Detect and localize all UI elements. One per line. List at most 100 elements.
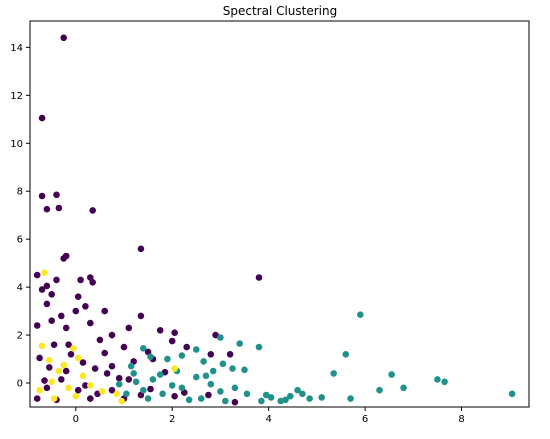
data-point-cluster-1 xyxy=(115,380,123,388)
data-point-cluster-0 xyxy=(67,351,75,358)
data-point-cluster-2 xyxy=(72,392,80,400)
data-point-cluster-0 xyxy=(38,114,46,122)
data-point-cluster-0 xyxy=(55,204,63,212)
data-point-cluster-0 xyxy=(89,207,96,214)
data-point-cluster-0 xyxy=(48,291,55,298)
data-point-cluster-2 xyxy=(60,361,67,369)
data-point-cluster-1 xyxy=(258,397,265,405)
data-point-cluster-2 xyxy=(38,342,46,350)
data-point-cluster-1 xyxy=(209,367,217,375)
data-point-cluster-2 xyxy=(74,354,82,362)
data-point-cluster-1 xyxy=(140,386,147,394)
data-point-cluster-0 xyxy=(108,386,116,394)
data-point-cluster-0 xyxy=(33,322,41,329)
data-point-cluster-0 xyxy=(231,398,239,406)
data-point-cluster-1 xyxy=(130,370,137,377)
data-point-cluster-1 xyxy=(127,362,135,370)
data-point-cluster-1 xyxy=(255,343,263,351)
data-point-cluster-1 xyxy=(123,390,130,398)
data-point-cluster-0 xyxy=(207,351,215,358)
data-point-cluster-0 xyxy=(60,255,67,262)
data-point-cluster-0 xyxy=(48,317,55,325)
data-point-cluster-1 xyxy=(400,384,407,392)
y-axis: 0 2 4 6 8 10 12 14 xyxy=(10,43,30,390)
data-point-cluster-1 xyxy=(217,334,224,341)
data-point-cluster-0 xyxy=(101,307,108,315)
data-point-cluster-0 xyxy=(115,374,123,382)
data-point-cluster-0 xyxy=(82,303,89,310)
data-point-cluster-1 xyxy=(144,395,152,402)
data-point-cluster-2 xyxy=(65,384,72,392)
data-point-cluster-0 xyxy=(72,307,80,315)
y-tick-label: 8 xyxy=(17,187,23,198)
data-point-cluster-1 xyxy=(508,390,516,398)
data-point-cluster-1 xyxy=(330,370,338,377)
points-layer xyxy=(33,34,516,406)
y-tick-label: 14 xyxy=(10,43,23,54)
data-point-cluster-0 xyxy=(74,293,82,301)
data-point-cluster-0 xyxy=(226,351,234,358)
data-point-cluster-0 xyxy=(77,276,84,284)
data-point-cluster-1 xyxy=(202,372,210,380)
data-point-cluster-2 xyxy=(48,378,55,386)
data-point-cluster-1 xyxy=(434,376,441,383)
data-point-cluster-1 xyxy=(207,380,215,388)
y-tick-label: 0 xyxy=(17,379,23,390)
data-point-cluster-0 xyxy=(96,336,104,344)
y-tick-label: 12 xyxy=(10,91,23,102)
data-point-cluster-0 xyxy=(87,395,94,402)
data-point-cluster-0 xyxy=(50,341,58,349)
data-point-cluster-0 xyxy=(36,354,43,362)
data-point-cluster-0 xyxy=(53,191,60,199)
data-point-cluster-1 xyxy=(178,352,186,359)
data-point-cluster-1 xyxy=(156,371,164,378)
data-point-cluster-1 xyxy=(193,346,200,353)
data-point-cluster-0 xyxy=(33,271,41,279)
data-point-cluster-1 xyxy=(178,384,186,392)
data-point-cluster-1 xyxy=(168,382,176,389)
data-point-cluster-2 xyxy=(171,365,178,372)
data-point-cluster-0 xyxy=(53,276,60,284)
x-axis: 0 2 4 6 8 xyxy=(73,407,465,425)
data-point-cluster-0 xyxy=(171,392,178,400)
data-point-cluster-2 xyxy=(46,356,53,364)
y-tick-label: 10 xyxy=(10,139,23,150)
x-tick-label: 0 xyxy=(73,414,79,425)
data-point-cluster-0 xyxy=(171,329,178,337)
data-point-cluster-1 xyxy=(222,397,229,405)
data-point-cluster-2 xyxy=(36,386,43,394)
data-point-cluster-0 xyxy=(120,343,128,351)
chart-title: Spectral Clustering xyxy=(223,4,338,18)
data-point-cluster-1 xyxy=(241,366,248,374)
data-point-cluster-2 xyxy=(70,345,77,352)
data-point-cluster-1 xyxy=(164,355,171,363)
data-point-cluster-0 xyxy=(79,359,87,366)
data-point-cluster-1 xyxy=(185,396,193,404)
data-point-cluster-0 xyxy=(137,312,145,320)
data-point-cluster-0 xyxy=(41,377,48,384)
data-point-cluster-1 xyxy=(219,360,227,368)
data-point-cluster-1 xyxy=(357,311,364,319)
data-point-cluster-0 xyxy=(255,274,263,281)
data-point-cluster-2 xyxy=(99,388,106,395)
y-tick-label: 4 xyxy=(17,283,23,294)
data-point-cluster-0 xyxy=(103,370,111,377)
data-point-cluster-0 xyxy=(38,192,46,200)
y-tick-label: 6 xyxy=(17,235,23,246)
data-point-cluster-1 xyxy=(159,390,166,398)
data-point-cluster-1 xyxy=(441,378,448,386)
x-tick-label: 6 xyxy=(362,414,368,425)
data-point-cluster-0 xyxy=(43,384,51,392)
data-point-cluster-0 xyxy=(43,300,51,308)
data-point-cluster-1 xyxy=(197,395,205,402)
data-point-cluster-0 xyxy=(60,34,67,42)
data-point-cluster-1 xyxy=(229,365,236,372)
data-point-cluster-1 xyxy=(388,371,395,378)
data-point-cluster-0 xyxy=(101,349,108,357)
data-point-cluster-1 xyxy=(243,390,251,398)
data-point-cluster-1 xyxy=(200,358,207,365)
data-point-cluster-2 xyxy=(113,390,121,398)
data-point-cluster-1 xyxy=(306,395,313,402)
data-point-cluster-0 xyxy=(89,279,96,286)
